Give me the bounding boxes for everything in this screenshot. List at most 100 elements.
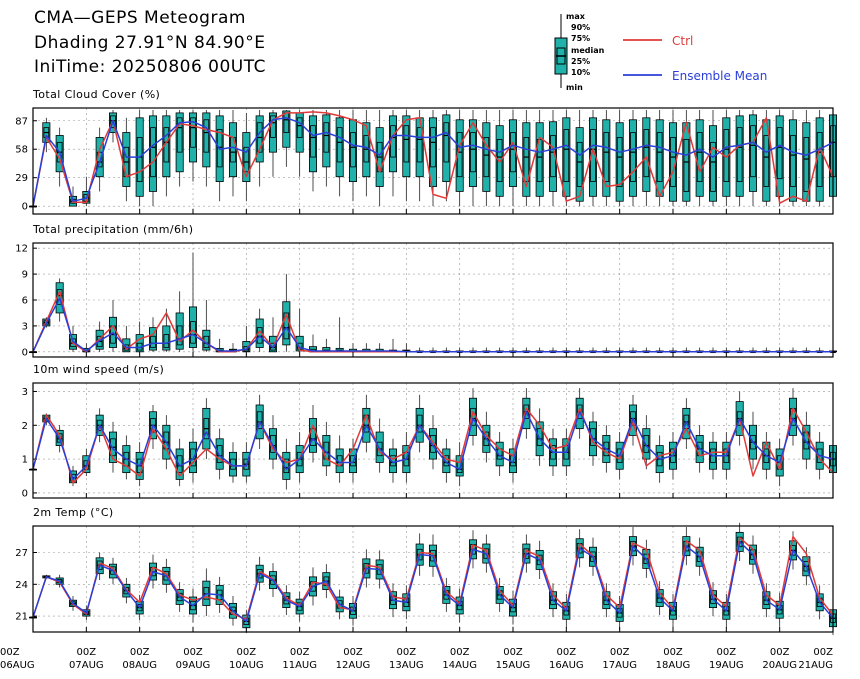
y-tick-label: 3 — [22, 321, 28, 332]
box-25-75 — [416, 414, 423, 433]
x-tick-label-time: 00Z — [237, 647, 257, 658]
legend-label-6: min — [566, 83, 583, 92]
box-25-75 — [150, 127, 156, 178]
box-25-75 — [523, 137, 530, 183]
x-tick-label-date: 21AUG — [798, 660, 833, 671]
x-tick-label-time: 00Z — [503, 647, 523, 658]
x-tick-label-date: 11AUG — [282, 660, 317, 671]
x-tick-label-time: 00Z — [610, 647, 630, 658]
panel-3: 2m Temp (°C) 21 24 27 — [15, 506, 838, 636]
ctrl-series-line — [32, 535, 834, 621]
box-25-75 — [243, 146, 250, 173]
box-25-75 — [403, 125, 410, 163]
box-25-75 — [283, 112, 290, 133]
ensemble-mean-series-line — [32, 297, 833, 353]
box-25-75 — [310, 428, 316, 446]
box-25-75 — [496, 139, 503, 183]
legend-ctrl-label: Ctrl — [672, 34, 693, 48]
y-tick-label: 6 — [22, 296, 28, 307]
legend-label-1: 90% — [571, 23, 590, 32]
x-tick-label-time: 00Z — [813, 647, 833, 658]
box-25-75 — [683, 139, 690, 192]
box-25-75 — [350, 132, 356, 168]
panel-frame — [32, 107, 834, 215]
box-25-75 — [643, 129, 650, 178]
box-25-75 — [470, 132, 476, 173]
box-25-75 — [763, 135, 770, 187]
ctrl-series-line — [32, 111, 834, 207]
box-25-75 — [576, 141, 583, 187]
box-25-75 — [216, 445, 223, 463]
x-tick-label-date: 07AUG — [69, 660, 104, 671]
panel-title: Total Cloud Cover (%) — [32, 88, 160, 101]
y-tick-label: 0 — [22, 488, 28, 499]
box-25-75 — [603, 132, 610, 183]
x-tick-label-time: 00Z — [183, 647, 203, 658]
box-25-75 — [563, 129, 570, 183]
box-25-75 — [176, 117, 183, 153]
x-tick-label-date: 17AUG — [602, 660, 637, 671]
box-25-75 — [203, 119, 210, 153]
box-25-75 — [150, 335, 156, 348]
panel-title: 2m Temp (°C) — [33, 506, 114, 519]
x-tick-label-date: 19AUG — [709, 660, 744, 671]
meteogram-title: CMA—GEPS Meteogram — [34, 8, 246, 28]
y-tick-label: 0 — [22, 202, 28, 213]
y-tick-label: 87 — [15, 116, 28, 127]
panel-title: Total precipitation (mm/6h) — [32, 223, 193, 236]
box-25-75 — [430, 127, 436, 168]
box-25-75 — [190, 117, 196, 148]
location-label: Dhading 27.91°N 84.90°E — [34, 33, 266, 53]
box-25-75 — [510, 132, 516, 173]
y-tick-label: 2 — [22, 421, 28, 432]
box-25-75 — [630, 132, 636, 183]
ctrl-series-line — [32, 407, 834, 484]
box-25-75 — [483, 137, 490, 178]
legend-label-2: 75% — [571, 34, 590, 43]
panel-frame — [32, 242, 834, 358]
box-25-75 — [163, 334, 170, 348]
box-25-75 — [443, 122, 450, 163]
panel-0: Total Cloud Cover (%) 0 29 58 87 — [15, 88, 838, 215]
x-tick-label-time: 00Z — [770, 647, 790, 658]
x-tick-label-time: 00Z — [717, 647, 737, 658]
x-tick-label-date: 12AUG — [336, 660, 371, 671]
panel-frame — [32, 525, 834, 633]
box-25-75 — [643, 435, 650, 453]
legend: max 90% 75% median 25% 10% min Ctrl Ensemble Mea… — [554, 12, 767, 92]
x-tick-label-time: 00Z — [343, 647, 363, 658]
x-tick-label-time: 00Z — [557, 647, 577, 658]
box-25-75 — [710, 141, 716, 192]
box-25-75 — [323, 122, 330, 153]
box-25-75 — [790, 135, 796, 187]
box-25-75 — [310, 125, 316, 158]
y-tick-label: 27 — [15, 548, 28, 559]
init-time-label: IniTime: 20250806 00UTC — [34, 57, 267, 77]
x-tick-label-date: 20AUG — [762, 660, 797, 671]
legend-label-4: 25% — [571, 57, 590, 66]
x-tick-label-time: 00Z — [450, 647, 470, 658]
box-25-75 — [670, 137, 676, 187]
box-25-75 — [443, 455, 450, 467]
box-25-75 — [136, 137, 143, 183]
box-25-75 — [256, 411, 263, 430]
box-25-75 — [430, 435, 436, 453]
ensemble-mean-series-line — [32, 117, 834, 207]
y-tick-label: 29 — [15, 173, 28, 184]
panel-title: 10m wind speed (m/s) — [33, 363, 164, 376]
box-25-75 — [696, 132, 703, 183]
y-tick-label: 24 — [15, 580, 28, 591]
x-tick-label-date: 16AUG — [549, 660, 584, 671]
box-25-75 — [816, 132, 823, 187]
x-tick-label-date: 13AUG — [389, 660, 424, 671]
x-tick-label-date: 08AUG — [122, 660, 157, 671]
panel-2: 10m wind speed (m/s) 0 1 2 3 — [22, 363, 838, 499]
y-tick-label: 21 — [15, 612, 28, 623]
legend-mean-label: Ensemble Mean — [672, 69, 767, 83]
panel-1: Total precipitation (mm/6h) 0 3 6 9 12 — [15, 223, 838, 358]
box-25-75 — [416, 127, 423, 163]
x-tick-label-date: 10AUG — [229, 660, 264, 671]
legend-label-0: max — [566, 12, 586, 21]
box-25-75 — [776, 127, 783, 180]
